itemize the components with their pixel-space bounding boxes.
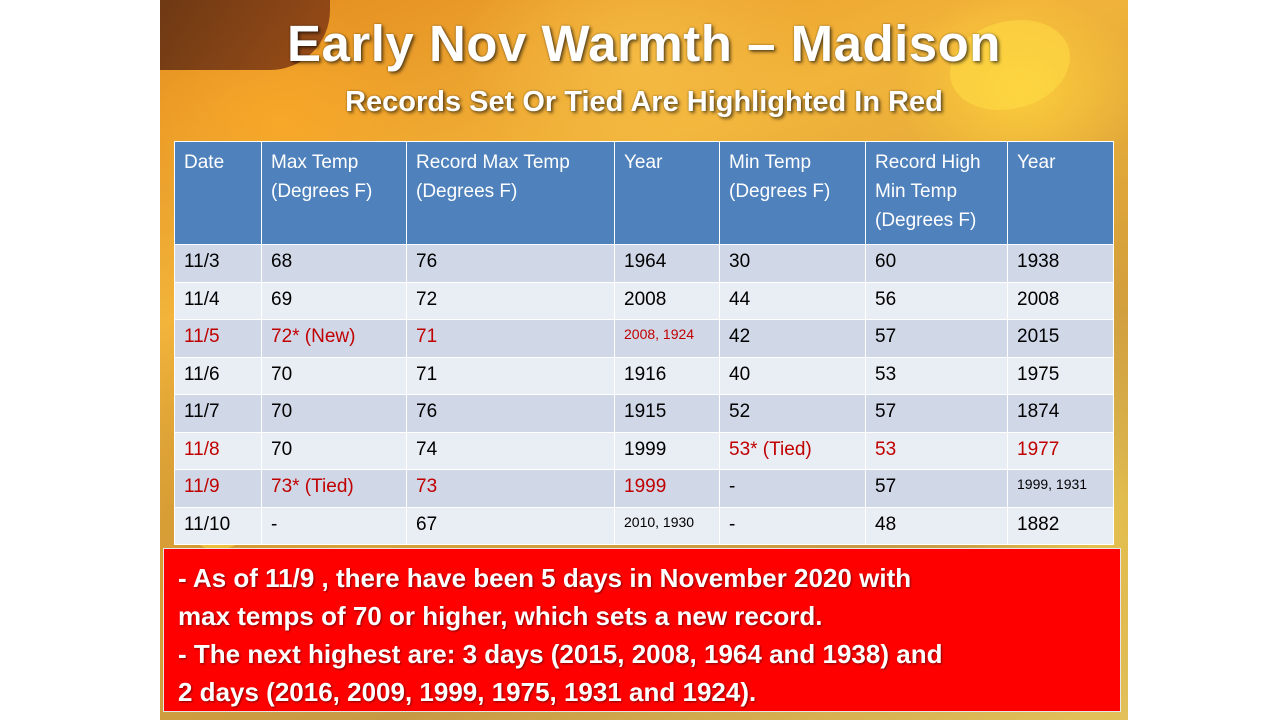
table-cell: 1999, 1931 [1007,469,1114,508]
table-cell: 67 [406,506,615,545]
note-line: - The next highest are: 3 days (2015, 20… [178,639,943,669]
table-row: 11/7 70 76 1915 52 57 1874 [174,394,1114,433]
note-box: - As of 11/9 , there have been 5 days in… [163,548,1121,712]
table-cell: 57 [865,319,1008,358]
table-cell: 76 [406,244,615,283]
table-cell: 1999 [614,431,720,470]
table-cell: 53 [865,356,1008,395]
table-cell: 30 [719,244,866,283]
table-cell: 2015 [1007,319,1114,358]
table-cell: 73* (Tied) [261,469,407,508]
dark-leaf-decoration [160,0,330,70]
table-cell: 53 [865,431,1008,470]
table-header-row: Date Max Temp (Degrees F) Record Max Tem… [174,141,1114,245]
table-row: 11/3 68 76 1964 30 60 1938 [174,244,1114,283]
table-cell: 11/5 [174,319,262,358]
table-cell: 1999 [614,469,720,508]
table-cell: 44 [719,281,866,320]
table-cell: 68 [261,244,407,283]
header-min-temp: Min Temp (Degrees F) [719,141,866,245]
table-cell: 40 [719,356,866,395]
table-cell: 57 [865,469,1008,508]
table-cell: 2008, 1924 [614,319,720,358]
table-cell: 1915 [614,394,720,433]
table-cell: 57 [865,394,1008,433]
table-cell: 11/6 [174,356,262,395]
table-cell: 48 [865,506,1008,545]
table-cell: 11/3 [174,244,262,283]
header-max-temp: Max Temp (Degrees F) [261,141,407,245]
page-title: Early Nov Warmth – Madison [287,15,1001,72]
table-cell: 1975 [1007,356,1114,395]
table-cell: 42 [719,319,866,358]
table-cell: - [261,506,407,545]
table-cell: 71 [406,319,615,358]
table-row: 11/8 70 74 1999 53* (Tied) 53 1977 [174,431,1114,470]
table-cell: 1964 [614,244,720,283]
table-cell: 2010, 1930 [614,506,720,545]
table-cell: 69 [261,281,407,320]
table-cell: 70 [261,394,407,433]
table-cell: 1938 [1007,244,1114,283]
header-date: Date [174,141,262,245]
header-year: Year [614,141,720,245]
table-cell: 11/8 [174,431,262,470]
table-cell: 52 [719,394,866,433]
table-cell: 11/10 [174,506,262,545]
header-record-high-min-temp: Record High Min Temp (Degrees F) [865,141,1008,245]
table-cell: 76 [406,394,615,433]
table-cell: 70 [261,356,407,395]
table-cell: 73 [406,469,615,508]
slide: Early Nov Warmth – Madison Records Set O… [160,0,1128,720]
table-cell: 11/7 [174,394,262,433]
table-row: 11/6 70 71 1916 40 53 1975 [174,356,1114,395]
table-cell: 1916 [614,356,720,395]
table-cell: 53* (Tied) [719,431,866,470]
table-cell: 71 [406,356,615,395]
table-cell: 1882 [1007,506,1114,545]
table-body: 11/3 68 76 1964 30 60 1938 11/4 69 72 2008 44 56 2008… [174,244,1114,545]
table-cell: 1874 [1007,394,1114,433]
table-row: 11/4 69 72 2008 44 56 2008 [174,281,1114,320]
table-row: 11/9 73* (Tied) 73 1999-57 1999, 1931 [174,469,1114,508]
table-cell: 2008 [614,281,720,320]
table-cell: 11/9 [174,469,262,508]
table-row: 11/5 72* (New) 71 2008, 1924 42 57 2015 [174,319,1114,358]
note-line: - As of 11/9 , there have been 5 days in… [178,563,912,593]
table-cell: 72* (New) [261,319,407,358]
table-cell: 74 [406,431,615,470]
table-cell: 56 [865,281,1008,320]
table-cell: 1977 [1007,431,1114,470]
note-line: 2 days (2016, 2009, 1999, 1975, 1931 and… [178,677,757,707]
table-cell: 72 [406,281,615,320]
table-cell: - [719,469,866,508]
page-subtitle: Records Set Or Tied Are Highlighted In R… [345,86,943,118]
note-line: max temps of 70 or higher, which sets a … [178,601,823,631]
table-row: 11/10-67 2010, 1930-48 1882 [174,506,1114,545]
records-table: Date Max Temp (Degrees F) Record Max Tem… [174,141,1114,545]
table-cell: 11/4 [174,281,262,320]
table-cell: 2008 [1007,281,1114,320]
header-record-max-temp: Record Max Temp (Degrees F) [406,141,615,245]
header-year: Year [1007,141,1114,245]
table-cell: 60 [865,244,1008,283]
table-cell: - [719,506,866,545]
table-cell: 70 [261,431,407,470]
